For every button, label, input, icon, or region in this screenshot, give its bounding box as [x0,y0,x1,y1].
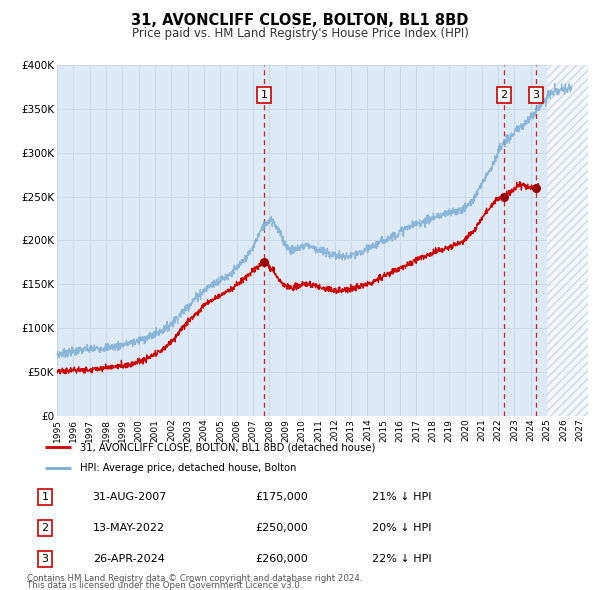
Text: 22% ↓ HPI: 22% ↓ HPI [372,554,432,563]
Text: 13-MAY-2022: 13-MAY-2022 [93,523,165,533]
Text: £175,000: £175,000 [256,493,308,502]
Text: 3: 3 [41,554,49,563]
Text: 20% ↓ HPI: 20% ↓ HPI [372,523,432,533]
Text: Contains HM Land Registry data © Crown copyright and database right 2024.: Contains HM Land Registry data © Crown c… [27,573,362,583]
Text: 2: 2 [41,523,49,533]
Text: 31, AVONCLIFF CLOSE, BOLTON, BL1 8BD (detached house): 31, AVONCLIFF CLOSE, BOLTON, BL1 8BD (de… [80,442,375,452]
Text: 26-APR-2024: 26-APR-2024 [93,554,165,563]
Text: 1: 1 [260,90,268,100]
Text: £250,000: £250,000 [256,523,308,533]
Text: Price paid vs. HM Land Registry's House Price Index (HPI): Price paid vs. HM Land Registry's House … [131,27,469,40]
Text: 31-AUG-2007: 31-AUG-2007 [92,493,166,502]
Text: 31, AVONCLIFF CLOSE, BOLTON, BL1 8BD: 31, AVONCLIFF CLOSE, BOLTON, BL1 8BD [131,13,469,28]
Text: HPI: Average price, detached house, Bolton: HPI: Average price, detached house, Bolt… [80,464,296,473]
Text: £260,000: £260,000 [256,554,308,563]
Text: 1: 1 [41,493,49,502]
Text: This data is licensed under the Open Government Licence v3.0.: This data is licensed under the Open Gov… [27,581,302,590]
Text: 2: 2 [500,90,508,100]
Text: 3: 3 [532,90,539,100]
Bar [547,65,588,416]
Text: 21% ↓ HPI: 21% ↓ HPI [372,493,432,502]
